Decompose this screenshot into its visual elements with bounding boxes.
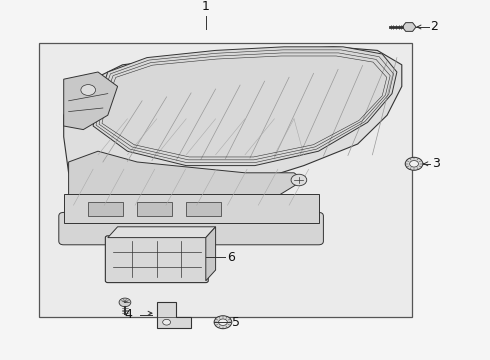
Circle shape <box>214 316 232 329</box>
Text: 4: 4 <box>124 309 132 321</box>
Polygon shape <box>64 47 402 198</box>
Circle shape <box>219 319 227 325</box>
Polygon shape <box>93 47 397 166</box>
Text: 1: 1 <box>202 0 210 13</box>
Circle shape <box>405 157 423 170</box>
Text: 6: 6 <box>227 251 235 264</box>
Circle shape <box>81 85 96 95</box>
Bar <box>186 202 220 216</box>
Circle shape <box>163 319 171 325</box>
Circle shape <box>119 298 131 307</box>
Polygon shape <box>69 151 304 209</box>
Text: 3: 3 <box>432 157 440 170</box>
Bar <box>137 202 172 216</box>
Polygon shape <box>402 23 416 31</box>
Polygon shape <box>157 302 191 328</box>
Text: 2: 2 <box>430 21 438 33</box>
Bar <box>39 43 412 317</box>
Circle shape <box>410 161 418 167</box>
Bar <box>64 194 318 223</box>
Circle shape <box>291 174 307 186</box>
Bar <box>88 202 122 216</box>
FancyBboxPatch shape <box>105 236 208 283</box>
Polygon shape <box>108 227 216 238</box>
Text: 5: 5 <box>232 316 240 329</box>
Polygon shape <box>64 72 118 130</box>
FancyBboxPatch shape <box>59 212 323 245</box>
Polygon shape <box>206 227 216 281</box>
